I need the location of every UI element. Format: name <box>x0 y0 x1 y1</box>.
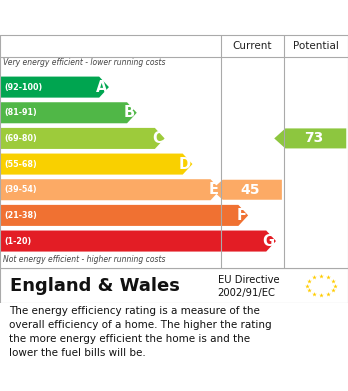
Text: (92-100): (92-100) <box>5 83 43 91</box>
Text: (69-80): (69-80) <box>5 134 38 143</box>
Text: (55-68): (55-68) <box>5 160 38 169</box>
Text: (81-91): (81-91) <box>5 108 38 117</box>
Text: 45: 45 <box>240 183 260 197</box>
Text: The energy efficiency rating is a measure of the
overall efficiency of a home. T: The energy efficiency rating is a measur… <box>9 306 271 358</box>
Text: Very energy efficient - lower running costs: Very energy efficient - lower running co… <box>3 58 166 67</box>
Text: A: A <box>96 80 107 95</box>
Text: Energy Efficiency Rating: Energy Efficiency Rating <box>9 9 238 27</box>
Text: 2002/91/EC: 2002/91/EC <box>218 289 275 298</box>
Polygon shape <box>274 128 346 149</box>
Polygon shape <box>1 102 137 123</box>
Text: England & Wales: England & Wales <box>10 276 180 295</box>
Text: EU Directive: EU Directive <box>218 275 279 285</box>
Text: Potential: Potential <box>293 41 339 51</box>
Text: Not energy efficient - higher running costs: Not energy efficient - higher running co… <box>3 255 166 264</box>
Text: D: D <box>179 156 191 172</box>
Text: G: G <box>262 233 274 249</box>
Text: F: F <box>236 208 246 223</box>
Text: 73: 73 <box>304 131 323 145</box>
Polygon shape <box>1 128 165 149</box>
Text: B: B <box>124 105 135 120</box>
Polygon shape <box>212 180 282 200</box>
Polygon shape <box>1 179 220 200</box>
Text: Current: Current <box>232 41 272 51</box>
Text: (39-54): (39-54) <box>5 185 38 194</box>
Text: E: E <box>208 182 219 197</box>
Text: (1-20): (1-20) <box>5 237 32 246</box>
Text: (21-38): (21-38) <box>5 211 38 220</box>
Polygon shape <box>1 154 192 175</box>
Polygon shape <box>1 231 276 251</box>
Polygon shape <box>1 77 109 98</box>
Polygon shape <box>1 205 248 226</box>
Text: C: C <box>152 131 163 146</box>
